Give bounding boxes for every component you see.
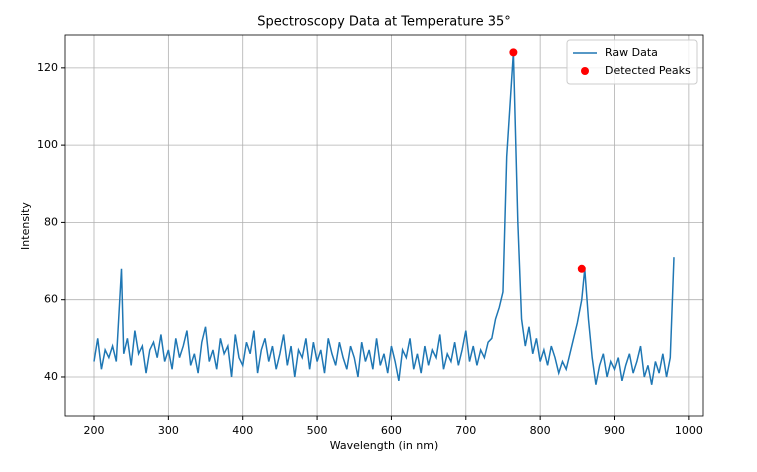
y-tick-label: 100 bbox=[37, 138, 58, 151]
x-tick-label: 700 bbox=[455, 424, 476, 437]
y-tick-label: 80 bbox=[44, 215, 58, 228]
y-axis-label: Intensity bbox=[19, 202, 32, 250]
y-tick-label: 40 bbox=[44, 370, 58, 383]
y-tick-label: 60 bbox=[44, 293, 58, 306]
x-tick-label: 200 bbox=[84, 424, 105, 437]
x-tick-label: 600 bbox=[381, 424, 402, 437]
x-tick-label: 500 bbox=[307, 424, 328, 437]
x-tick-label: 400 bbox=[232, 424, 253, 437]
x-tick-label: 300 bbox=[158, 424, 179, 437]
y-tick-label: 120 bbox=[37, 61, 58, 74]
data-line bbox=[93, 52, 675, 385]
legend-label: Detected Peaks bbox=[605, 64, 691, 77]
legend-marker bbox=[581, 67, 589, 75]
x-tick-label: 800 bbox=[530, 424, 551, 437]
x-axis-label: Wavelength (in nm) bbox=[330, 439, 439, 452]
peak-marker bbox=[509, 48, 518, 57]
x-tick-label: 1000 bbox=[675, 424, 703, 437]
plot-frame bbox=[64, 34, 704, 417]
legend-box bbox=[566, 39, 698, 85]
x-tick-label: 900 bbox=[604, 424, 625, 437]
peak-marker bbox=[577, 264, 586, 273]
chart-title: Spectroscopy Data at Temperature 35° bbox=[257, 15, 511, 30]
legend-label: Raw Data bbox=[605, 46, 658, 59]
